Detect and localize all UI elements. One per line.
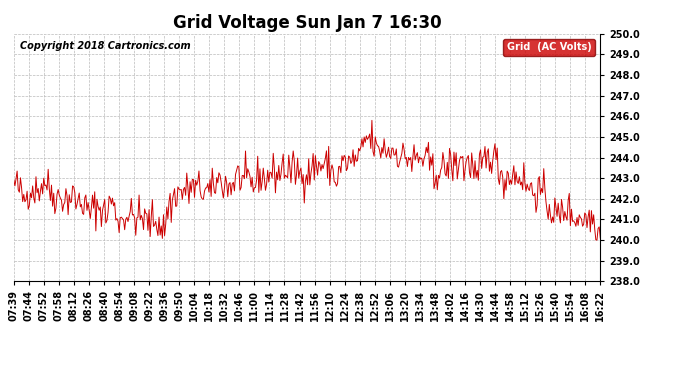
Text: Copyright 2018 Cartronics.com: Copyright 2018 Cartronics.com [19, 41, 190, 51]
Legend: Grid  (AC Volts): Grid (AC Volts) [503, 39, 595, 56]
Title: Grid Voltage Sun Jan 7 16:30: Grid Voltage Sun Jan 7 16:30 [172, 14, 442, 32]
